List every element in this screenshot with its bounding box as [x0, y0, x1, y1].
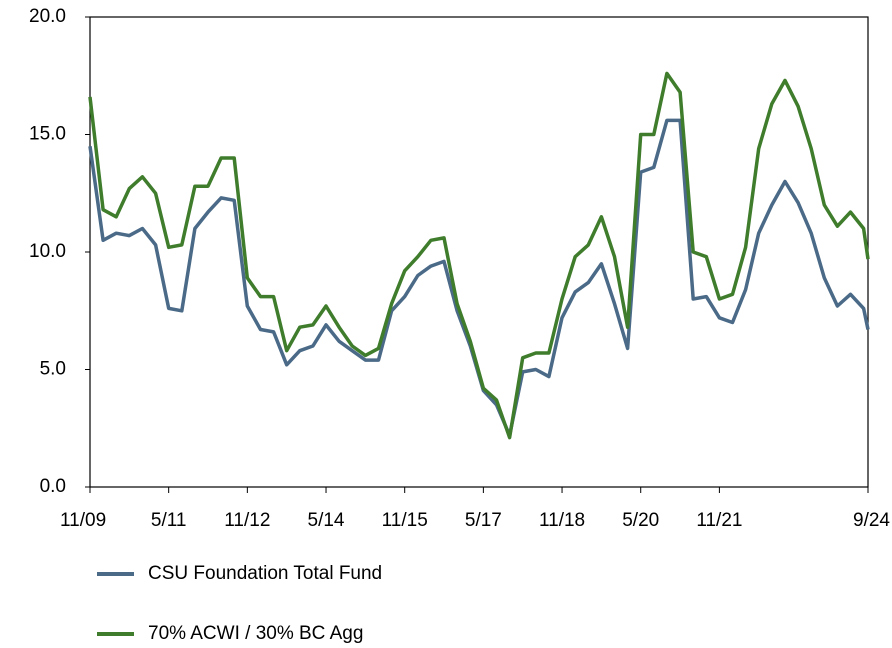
plot-frame: [89, 16, 869, 488]
y-tick-label: 0.0: [40, 476, 66, 497]
x-tick-label: 11/09: [60, 510, 106, 531]
x-tick-label: 11/21: [696, 510, 742, 531]
x-tick-label: 11/18: [539, 510, 585, 531]
legend-label: 70% ACWI / 30% BC Agg: [148, 623, 363, 644]
y-tick-label: 20.0: [29, 6, 66, 27]
y-tick-label: 15.0: [29, 124, 66, 145]
x-tick-label: 11/12: [224, 510, 270, 531]
x-tick-label: 11/15: [382, 510, 428, 531]
x-tick-label: 9/24: [853, 510, 890, 531]
x-tick-label: 5/11: [151, 510, 187, 531]
legend-label: CSU Foundation Total Fund: [148, 563, 382, 584]
x-tick-label: 5/14: [308, 510, 345, 531]
x-tick-label: 5/20: [622, 510, 659, 531]
series-line: [88, 118, 870, 438]
x-tick-label: 5/17: [465, 510, 502, 531]
y-tick-label: 5.0: [40, 359, 66, 380]
y-tick-label: 10.0: [29, 241, 66, 262]
series-line: [88, 71, 870, 440]
